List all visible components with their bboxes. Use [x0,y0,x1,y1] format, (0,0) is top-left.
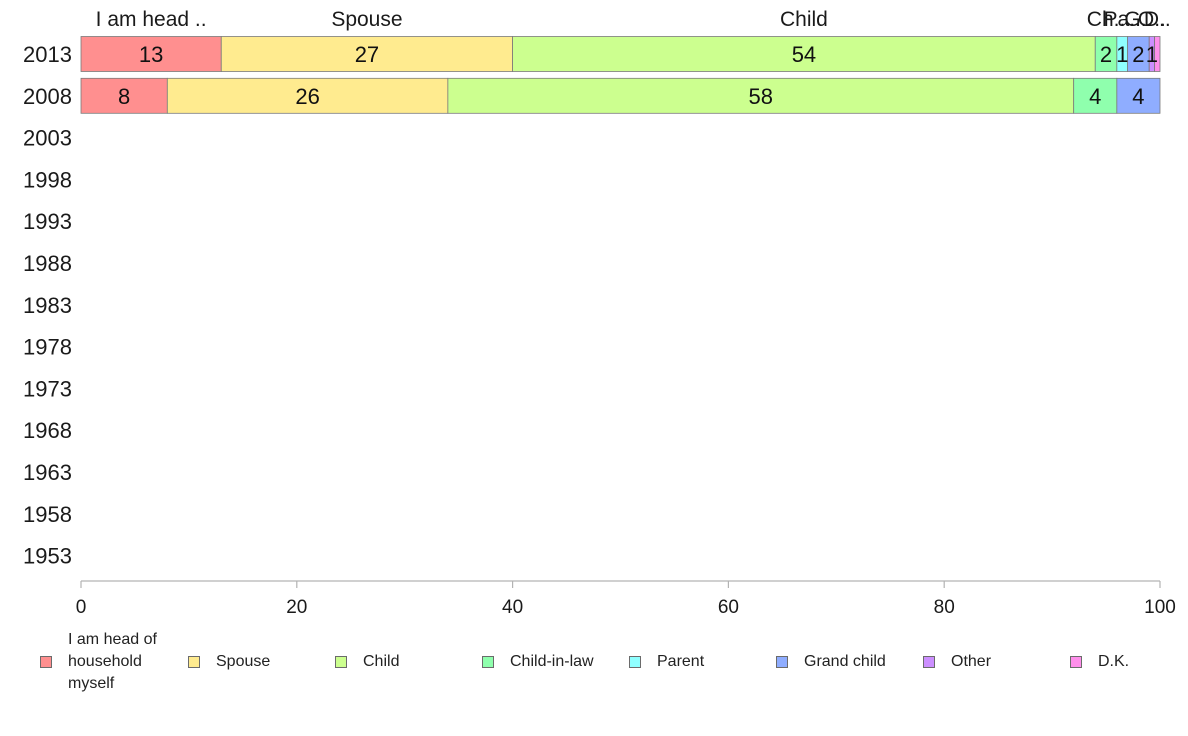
segment-header-6: O.. [1138,8,1166,31]
y-tick-label-2013: 2013 [23,42,72,67]
legend-swatch-4 [629,656,641,668]
x-tick-label-60: 60 [718,597,739,618]
data-label-2008-0: 8 [118,84,130,109]
data-label-2008-2: 58 [749,84,773,109]
legend-label-line: Child-in-law [510,653,594,670]
legend-swatch-6 [923,656,935,668]
x-tick-label-0: 0 [76,597,87,618]
segment-header-7: D.. [1144,8,1171,31]
x-tick-label-20: 20 [286,597,307,618]
legend-swatch-7 [1070,656,1082,668]
legend-label-line: household [68,653,142,670]
y-tick-label-2008: 2008 [23,84,72,109]
segment-header-2: Child [780,8,828,31]
legend-label-0: I am head of household myself [68,629,157,695]
legend-swatch-2 [335,656,347,668]
legend-swatch-5 [776,656,788,668]
y-tick-label-1973: 1973 [23,376,72,401]
bar-2013-1 [220,36,513,72]
segment-header-5: G.. [1124,8,1152,31]
y-tick-label-1988: 1988 [23,251,72,276]
legend-label-line: myself [68,675,115,692]
legend-swatch-3 [482,656,494,668]
data-label-2013-3: 2 [1100,42,1112,67]
y-tick-label-1983: 1983 [23,293,72,318]
legend-swatch-1 [188,656,200,668]
legend-label-6: Other [951,651,991,673]
legend-label-3: Child-in-law [510,651,594,673]
bar-2008-2 [447,77,1075,114]
data-label-2013-1: 27 [355,42,379,67]
legend-label-1: Spouse [216,651,270,673]
segment-header-4: Pa.. [1104,8,1141,31]
y-tick-label-1953: 1953 [23,544,72,569]
segment-header-0: I am head .. [96,8,207,31]
x-axis: 0 20 40 60 80 100 [76,580,1176,618]
segment-header-3: Ch.. [1087,8,1126,31]
data-label-2013-2: 54 [792,42,816,67]
x-tick-label-80: 80 [934,597,955,618]
bars-layer [80,36,1161,114]
x-tick-label-40: 40 [502,597,523,618]
y-tick-label-1968: 1968 [23,418,72,443]
legend-label-line: Spouse [216,653,271,670]
legend-label-line: Other [951,653,992,670]
y-tick-label-1958: 1958 [23,502,72,527]
data-label-2008-1: 26 [295,84,319,109]
data-label-2013-5: 2 [1132,42,1144,67]
data-label-2013-0: 13 [139,42,163,67]
y-tick-label-2003: 2003 [23,126,72,151]
legend-label-line: I am head of [68,631,157,648]
legend-label-2: Child [363,651,399,673]
data-label-2008-3: 4 [1089,84,1101,109]
y-tick-label-1998: 1998 [23,167,72,192]
legend-label-line: Child [363,653,400,670]
stacked-bar-chart: I am head .. Spouse Child Ch..Pa..G..O..D..… [23,8,1176,618]
bar-2013-7 [1154,36,1161,72]
data-label-2013-6: 1 [1146,42,1158,67]
legend-label-4: Parent [657,651,704,673]
y-tick-label-1993: 1993 [23,209,72,234]
y-axis: 2013 2008 2003 1998 1993 1988 1983 1978 1973 1968… [23,42,72,569]
x-tick-label-100: 100 [1144,597,1176,618]
legend-label-5: Grand child [804,651,886,673]
bar-2008-1 [166,77,449,114]
bar-2013-2 [512,36,1096,72]
legend-label-line: Grand child [804,653,886,670]
data-label-2013-4: 1 [1116,42,1128,67]
data-labels-layer: 13 27 54 2 1 2 18 26 58 4 4 [118,42,1158,109]
bar-2008-5 [1116,77,1161,114]
y-tick-label-1963: 1963 [23,460,72,485]
legend-label-line: Parent [657,653,705,670]
legend: I am head of household myself Spouse Child Ch… [0,625,1188,705]
bar-2008-0 [80,77,168,114]
legend-label-line: D.K. [1098,653,1130,670]
segment-header-1: Spouse [331,8,402,31]
y-tick-label-1978: 1978 [23,335,72,360]
data-label-2008-5: 4 [1132,84,1144,109]
legend-swatch-0 [40,656,52,668]
bar-2008-3 [1073,77,1118,114]
legend-label-7: D.K. [1098,651,1129,673]
segment-header-labels: I am head .. Spouse Child Ch..Pa..G..O..D.. [96,8,1171,31]
